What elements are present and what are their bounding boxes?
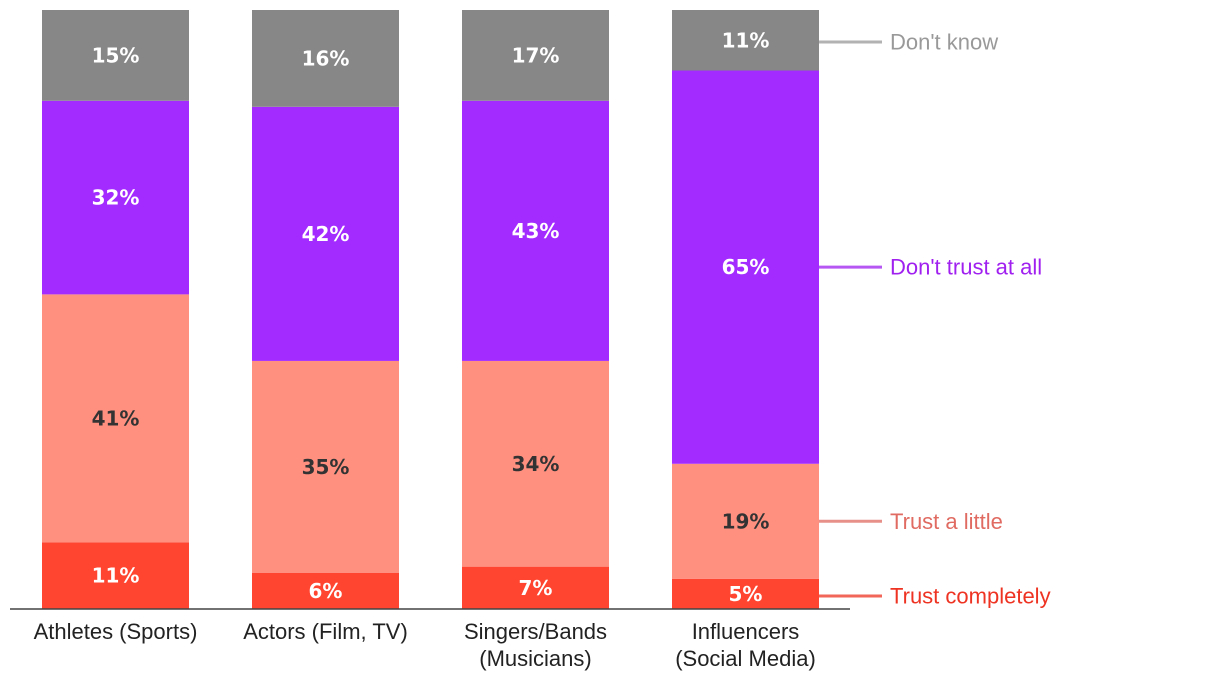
bar-segment-influencers-social-media-don-t-trust-at-all [672, 70, 819, 464]
value-label-singers-bands-musicians-trust-completely: 7% [519, 576, 553, 600]
category-label-actors-film-tv: Actors (Film, TV) [243, 619, 408, 644]
bar-segment-athletes-sports-don-t-know [42, 10, 189, 101]
bar-segment-singers-bands-musicians-don-t-know [462, 10, 609, 101]
bar-segment-influencers-social-media-trust-completely [672, 578, 819, 609]
bar-segment-singers-bands-musicians-don-t-trust-at-all [462, 100, 609, 361]
value-label-actors-film-tv-don-t-trust-at-all: 42% [302, 222, 350, 246]
category-label-influencers-social-media: Influencers (Social Media) [675, 619, 816, 671]
legend-label-trust-completely: Trust completely [890, 584, 1051, 609]
legend: Trust completely Trust a little Don't trus… [819, 30, 1051, 609]
value-label-athletes-sports-trust-a-little: 41% [92, 406, 140, 430]
value-label-singers-bands-musicians-don-t-trust-at-all: 43% [512, 219, 560, 243]
category-label-singers-bands-musicians: Singers/Bands (Musicians) [464, 619, 607, 671]
bar-segment-athletes-sports-trust-a-little [42, 294, 189, 543]
value-label-actors-film-tv-trust-a-little: 35% [302, 455, 350, 479]
category-labels: Athletes (Sports) Actors (Film, TV) Singer… [34, 619, 816, 671]
value-label-influencers-social-media-don-t-know: 11% [722, 28, 770, 52]
value-label-singers-bands-musicians-don-t-know: 17% [512, 43, 560, 67]
value-label-athletes-sports-don-t-trust-at-all: 32% [92, 186, 140, 210]
bar-segment-influencers-social-media-trust-a-little [672, 463, 819, 579]
value-label-athletes-sports-don-t-know: 15% [92, 43, 140, 67]
bar-segment-actors-film-tv-don-t-know [252, 10, 399, 107]
bar-segment-actors-film-tv-trust-completely [252, 572, 399, 609]
value-label-singers-bands-musicians-trust-a-little: 34% [512, 452, 560, 476]
value-label-influencers-social-media-don-t-trust-at-all: 65% [722, 255, 770, 279]
bar-segment-actors-film-tv-don-t-trust-at-all [252, 106, 399, 361]
value-label-influencers-social-media-trust-a-little: 19% [722, 509, 770, 533]
value-label-actors-film-tv-don-t-know: 16% [302, 46, 350, 70]
legend-label-trust-a-little: Trust a little [890, 509, 1003, 534]
bar-segment-athletes-sports-trust-completely [42, 542, 189, 609]
legend-label-don-t-trust-at-all: Don't trust at all [890, 255, 1042, 280]
bar-segment-actors-film-tv-trust-a-little [252, 360, 399, 573]
value-label-actors-film-tv-trust-completely: 6% [309, 579, 343, 603]
bars-group: 11% 41% 32% 15% 6% 35% 42% 16% 7% 34% 43% 17% 5% 19% 6… [42, 10, 819, 609]
bar-segment-athletes-sports-don-t-trust-at-all [42, 100, 189, 295]
bar-segment-influencers-social-media-don-t-know [672, 10, 819, 71]
bar-segment-singers-bands-musicians-trust-completely [462, 566, 609, 609]
category-label-athletes-sports: Athletes (Sports) [34, 619, 198, 644]
value-label-influencers-social-media-trust-completely: 5% [729, 582, 763, 606]
legend-label-don-t-know: Don't know [890, 30, 998, 55]
value-label-athletes-sports-trust-completely: 11% [92, 564, 140, 588]
bar-segment-singers-bands-musicians-trust-a-little [462, 360, 609, 567]
